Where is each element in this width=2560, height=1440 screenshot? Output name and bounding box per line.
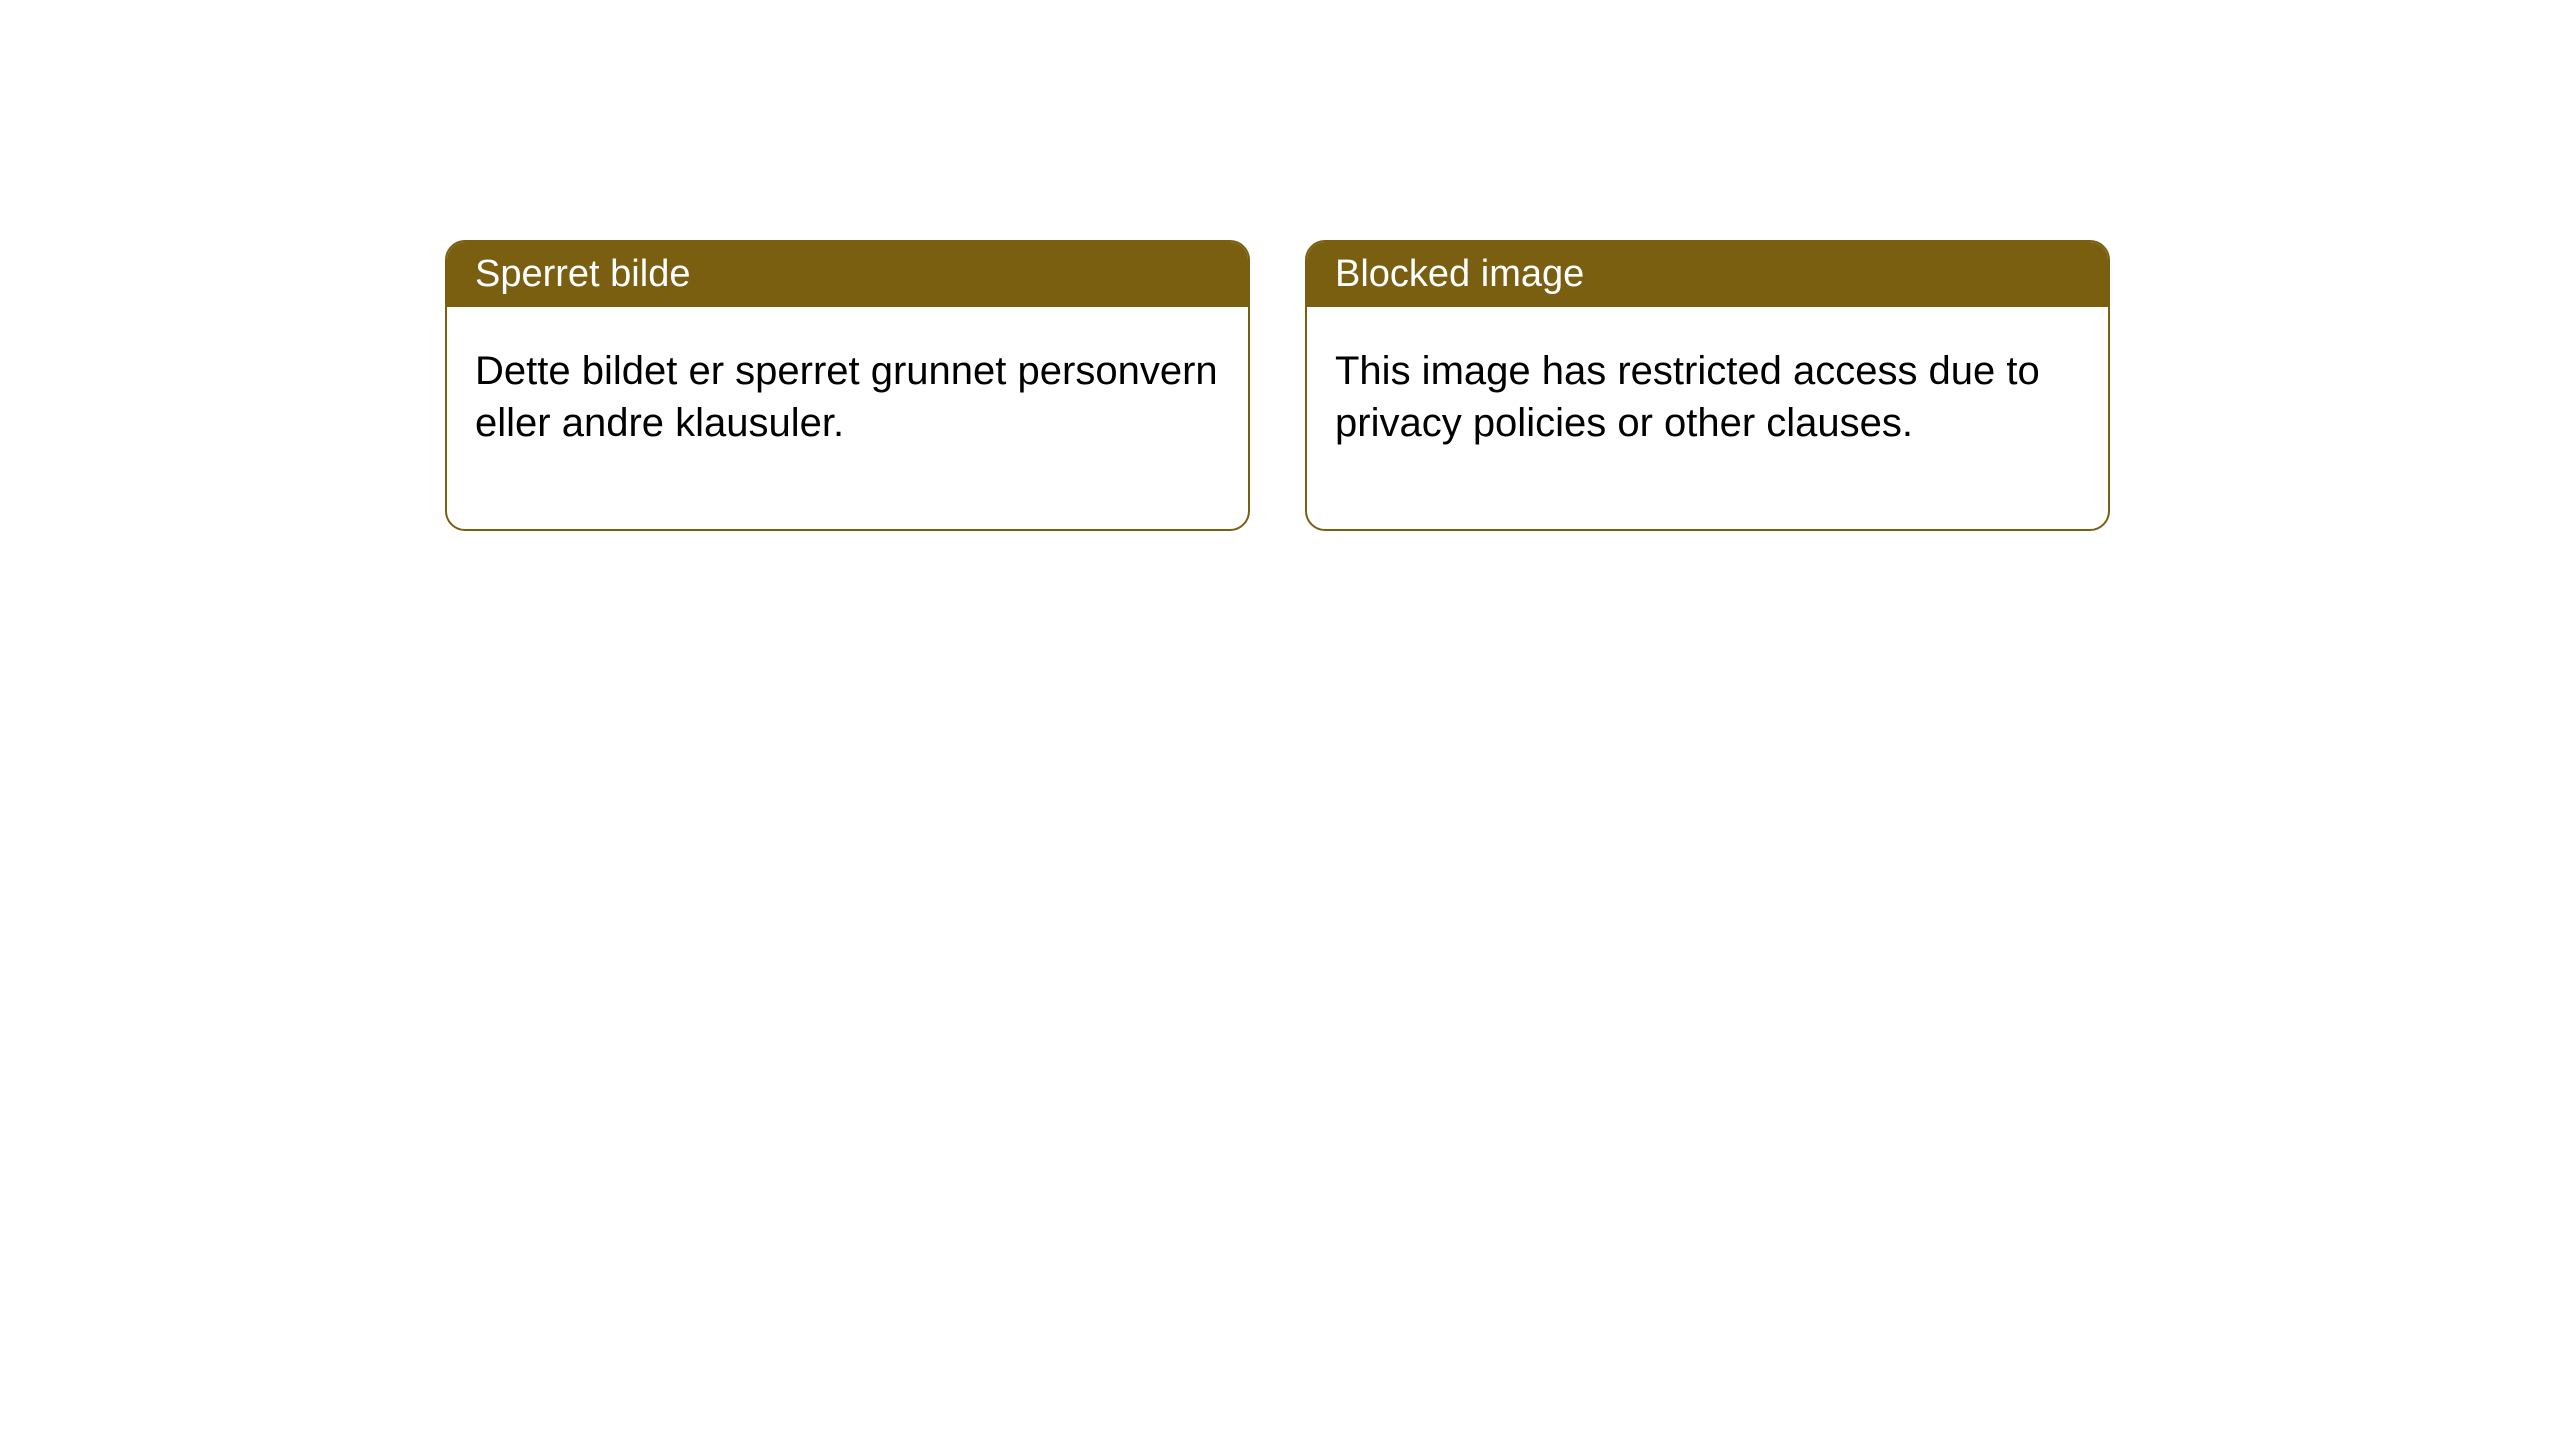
card-body: Dette bildet er sperret grunnet personve… [447, 307, 1248, 529]
card-header-text: Sperret bilde [475, 253, 690, 295]
card-body-text: This image has restricted access due to … [1335, 349, 2040, 445]
card-header: Blocked image [1307, 242, 2108, 307]
card-body: This image has restricted access due to … [1307, 307, 2108, 529]
card-header-text: Blocked image [1335, 253, 1584, 295]
card-body-text: Dette bildet er sperret grunnet personve… [475, 349, 1218, 445]
card-header: Sperret bilde [447, 242, 1248, 307]
card-container: Sperret bilde Dette bildet er sperret gr… [0, 0, 2560, 531]
blocked-image-card-english: Blocked image This image has restricted … [1305, 240, 2110, 531]
blocked-image-card-norwegian: Sperret bilde Dette bildet er sperret gr… [445, 240, 1250, 531]
